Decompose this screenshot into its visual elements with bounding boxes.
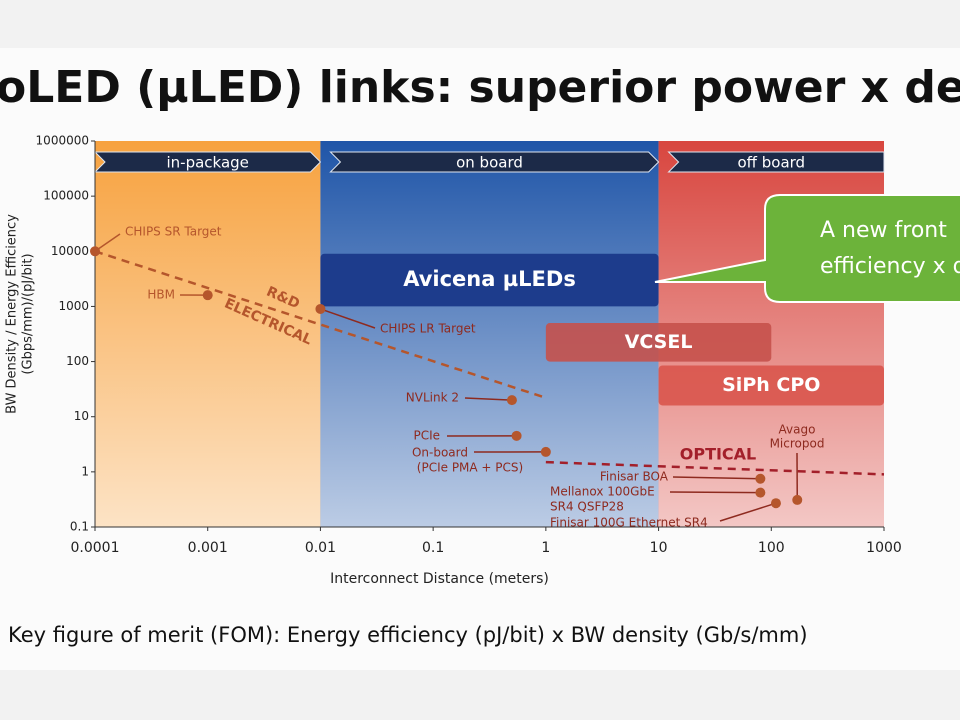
x-tick-label: 1 [541, 540, 550, 556]
point-label: CHIPS LR Target [380, 322, 476, 336]
point-label: On-board [412, 446, 468, 460]
region-header [93, 151, 322, 173]
leader-line [320, 308, 376, 329]
leader-line [672, 476, 761, 480]
x-tick-label: 0.01 [305, 540, 336, 556]
trend-line [94, 250, 547, 400]
x-tick-label: 10 [650, 540, 668, 556]
data-point [506, 395, 517, 406]
y-tick-label: 10 [74, 409, 89, 423]
plot: in-package on board off board0.11101001000… [5, 134, 960, 587]
trend-line [545, 460, 885, 476]
y-tick-label: 1000000 [36, 134, 89, 148]
data-point [792, 494, 803, 505]
point-label: SR4 QSFP28 [550, 500, 624, 514]
band-label: SiPh CPO [722, 374, 820, 396]
point-label: Micropod [770, 437, 825, 451]
point-label: NVLink 2 [406, 391, 459, 405]
point-label: Mellanox 100GbE [550, 485, 655, 499]
y-tick-label: 1 [81, 464, 89, 478]
point-label: (PCIe PMA + PCS) [417, 461, 523, 475]
y-tick-label: 100000 [43, 189, 89, 203]
slide-title: oLED (µLED) links: superior power x den [0, 62, 960, 113]
band [658, 365, 884, 406]
callout-text: A new front [820, 218, 947, 243]
leader-line [669, 491, 761, 494]
point-label: CHIPS SR Target [125, 225, 222, 239]
point-label: HBM [147, 288, 175, 302]
leader-line [94, 233, 121, 252]
data-point [755, 487, 766, 498]
y-axis-label: (Gbps/mm)/(pJ/bit) [21, 253, 36, 374]
x-tick-label: 0.001 [188, 540, 228, 556]
band-label: Avicena µLEDs [403, 267, 576, 291]
region-header [667, 151, 885, 173]
footer: Key figure of merit (FOM): Energy effici… [8, 623, 808, 647]
region-label: in-package [167, 154, 249, 172]
leader-line [719, 502, 777, 522]
y-axis-label: BW Density / Energy Efficiency [5, 214, 20, 414]
x-tick-label: 1000 [866, 540, 902, 556]
data-point [770, 498, 781, 509]
point-label: PCIe [413, 429, 440, 443]
leader-line [464, 397, 512, 401]
data-point [315, 303, 326, 314]
data-point [755, 473, 766, 484]
data-point [202, 290, 213, 301]
data-point [540, 446, 551, 457]
y-tick-label: 0.1 [70, 520, 89, 534]
region-header [329, 151, 660, 173]
data-point [511, 430, 522, 441]
region-label: on board [456, 154, 523, 172]
region-fade [95, 141, 321, 527]
y-tick-label: 10000 [51, 244, 89, 258]
band-label: VCSEL [625, 331, 693, 353]
x-tick-label: 0.0001 [71, 540, 120, 556]
region-label: off board [737, 154, 805, 172]
x-tick-label: 0.1 [422, 540, 444, 556]
point-label: Finisar BOA [600, 470, 669, 484]
point-label: Finisar 100G Ethernet SR4 [550, 516, 708, 530]
band [320, 253, 659, 307]
x-tick-label: 100 [758, 540, 785, 556]
point-label: Avago [779, 423, 816, 437]
x-axis-label: Interconnect Distance (meters) [330, 571, 549, 587]
callout-text: efficiency x d [820, 254, 960, 279]
y-tick-label: 1000 [58, 299, 89, 313]
band [545, 323, 772, 362]
trend-label: OPTICAL [680, 445, 757, 464]
data-point [90, 246, 100, 257]
y-tick-label: 100 [66, 354, 89, 368]
callout-bubble [654, 194, 960, 303]
